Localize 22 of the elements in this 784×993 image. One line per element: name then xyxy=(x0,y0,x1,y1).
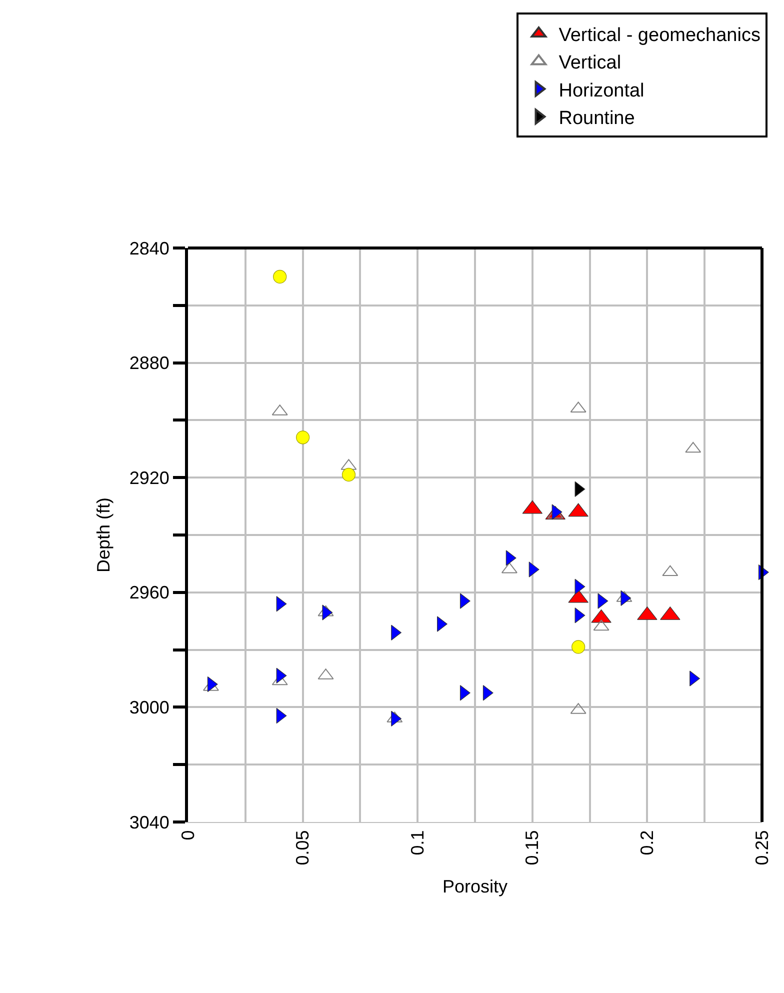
y-tick-label: 2880 xyxy=(129,353,170,374)
x-tick-label: 0 xyxy=(178,830,198,840)
legend-label: Vertical xyxy=(558,52,622,74)
x-tick-label: 0.1 xyxy=(407,830,428,856)
point xyxy=(296,430,310,444)
y-tick-label: 2840 xyxy=(129,238,170,258)
point xyxy=(273,270,287,284)
point xyxy=(342,468,356,482)
x-axis-title: Porosity xyxy=(442,876,508,896)
y-axis-title: Depth (ft) xyxy=(94,497,114,573)
point xyxy=(572,640,586,654)
y-tick-label: 2920 xyxy=(129,468,170,488)
legend-label: Vertical - geomechanics xyxy=(558,24,760,46)
x-tick-label: 0.25 xyxy=(752,830,772,866)
x-tick-label: 0.2 xyxy=(637,830,658,856)
y-tick-label: 2960 xyxy=(129,582,170,603)
x-tick-label: 0.15 xyxy=(522,830,542,866)
y-tick-label: 3040 xyxy=(129,812,170,832)
legend-label: Rountine xyxy=(558,108,635,130)
legend-label: Horizontal xyxy=(558,80,644,102)
y-tick-label: 3000 xyxy=(129,698,170,718)
x-tick-label: 0.05 xyxy=(292,830,313,866)
